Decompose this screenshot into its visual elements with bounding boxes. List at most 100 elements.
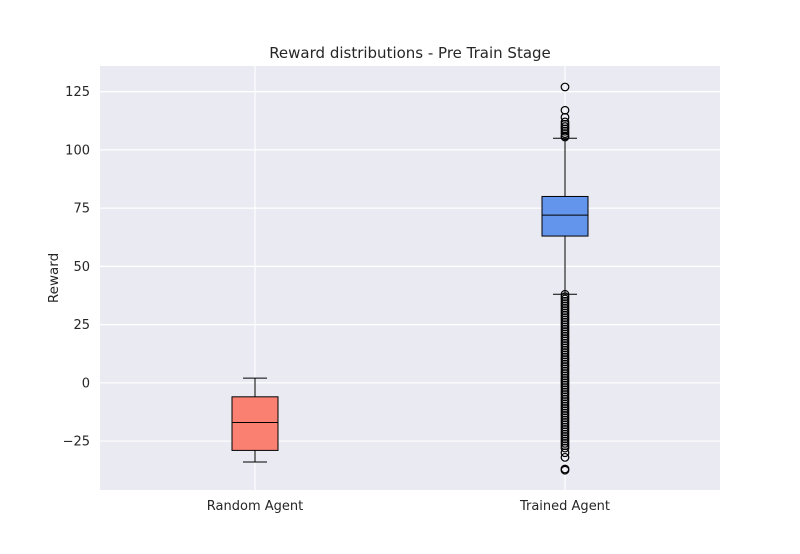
outlier-point: [560, 429, 570, 439]
x-tick-labels: Random Agent Trained Agent: [207, 499, 610, 514]
outlier-point: [560, 112, 570, 122]
outlier-point: [560, 406, 570, 416]
outlier-point: [560, 336, 570, 346]
outlier-point: [560, 331, 570, 341]
outlier-point: [560, 415, 570, 425]
outlier-point: [560, 465, 570, 475]
outlier-point: [560, 322, 570, 332]
outlier-point: [560, 126, 570, 136]
outlier-point: [560, 357, 570, 367]
outlier-point: [560, 425, 570, 434]
outlier-point: [560, 129, 570, 138]
box-group: [231, 377, 279, 463]
outlier-point: [560, 355, 570, 364]
plot-background: [100, 66, 720, 490]
outlier-point: [560, 380, 570, 390]
outlier-point: [560, 387, 570, 397]
outlier-point: [560, 397, 570, 406]
y-tick-label: 75: [73, 202, 90, 217]
outlier-point: [560, 329, 570, 339]
outlier-point: [560, 315, 570, 325]
outlier-point: [560, 427, 570, 437]
outlier-point: [560, 350, 570, 360]
outlier-point: [560, 434, 570, 444]
outlier-point: [560, 324, 570, 334]
outlier-point: [560, 404, 570, 413]
box-iqr: [231, 396, 279, 451]
x-tick-label: Random Agent: [207, 499, 303, 514]
outlier-point: [560, 352, 570, 362]
y-tick-label: −25: [63, 435, 90, 450]
y-tick-label: 50: [73, 260, 90, 275]
boxes: [231, 82, 589, 475]
chart-title: Reward distributions - Pre Train Stage: [269, 44, 551, 62]
outlier-point: [560, 343, 570, 353]
outlier-point: [560, 132, 570, 142]
outlier-point: [560, 105, 570, 115]
outlier-point: [560, 334, 570, 343]
outlier-point: [560, 320, 570, 329]
outlier-point: [560, 306, 570, 316]
outlier-point: [560, 408, 570, 418]
outlier-point: [560, 117, 570, 127]
outlier-point: [560, 418, 570, 427]
outlier-point: [560, 385, 570, 395]
outlier-point: [560, 439, 570, 448]
y-tick-labels: −25 0 25 50 75 100 125: [63, 85, 90, 449]
outlier-point: [560, 345, 570, 355]
outlier-point: [560, 436, 570, 446]
outlier-point: [560, 366, 570, 376]
outlier-point: [560, 299, 570, 309]
outlier-point: [560, 394, 570, 404]
outlier-point: [560, 119, 570, 129]
outlier-point: [560, 448, 570, 458]
outlier-point: [560, 313, 570, 323]
outlier-point: [560, 292, 570, 302]
outlier-point: [560, 308, 570, 318]
outlier-point: [560, 452, 570, 462]
outlier-point: [560, 338, 570, 348]
outlier-point: [560, 422, 570, 432]
outlier-point: [560, 383, 570, 392]
outlier-point: [560, 296, 570, 306]
box-iqr: [541, 195, 589, 237]
box-group: [541, 82, 589, 475]
outlier-point: [560, 378, 570, 388]
outlier-point: [560, 362, 570, 371]
outlier-point: [560, 401, 570, 411]
outlier-point: [560, 301, 570, 311]
outlier-point: [560, 441, 570, 451]
outlier-point: [560, 341, 570, 350]
outlier-point: [560, 443, 570, 453]
y-tick-label: 0: [82, 376, 90, 391]
outlier-point: [560, 420, 570, 430]
y-axis-label: Reward: [46, 253, 62, 303]
outlier-point: [560, 413, 570, 423]
outlier-point: [560, 348, 570, 357]
outlier-point: [560, 359, 570, 369]
outlier-point: [560, 369, 570, 378]
outlier-point: [560, 327, 570, 336]
y-tick-label: 25: [73, 318, 90, 333]
outlier-point: [560, 392, 570, 402]
outlier-point: [560, 317, 570, 327]
outlier-point: [560, 294, 570, 304]
outlier-point: [560, 373, 570, 383]
y-tick-label: 125: [65, 85, 90, 100]
outlier-point: [560, 303, 570, 313]
outlier-point: [560, 399, 570, 409]
outlier-point: [560, 411, 570, 420]
outlier-point: [560, 371, 570, 381]
outlier-point: [560, 82, 570, 92]
outlier-point: [560, 364, 570, 374]
outlier-point: [560, 122, 570, 131]
y-tick-label: 100: [65, 143, 90, 158]
outlier-point: [560, 390, 570, 399]
outlier-point: [560, 376, 570, 385]
outlier-point: [560, 310, 570, 320]
x-tick-label: Trained Agent: [519, 499, 610, 514]
outlier-point: [560, 289, 570, 299]
outlier-point: [560, 432, 570, 441]
